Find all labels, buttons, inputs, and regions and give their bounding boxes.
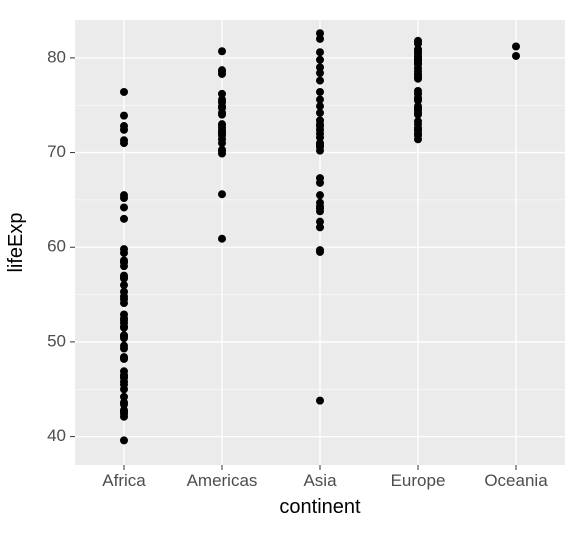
data-point xyxy=(120,191,128,199)
data-point xyxy=(120,310,128,318)
data-point xyxy=(316,77,324,85)
data-point xyxy=(316,116,324,124)
data-point xyxy=(316,63,324,71)
data-point xyxy=(120,203,128,211)
data-point xyxy=(512,43,520,51)
y-tick-label: 70 xyxy=(47,142,66,161)
data-point xyxy=(218,66,226,74)
data-point xyxy=(120,393,128,401)
data-point xyxy=(316,48,324,56)
x-tick-label: Oceania xyxy=(484,471,548,490)
scatter-chart: 40 50 60 70 80 Africa Americas Asia Europe Oceani… xyxy=(0,0,576,537)
data-point xyxy=(316,199,324,207)
data-point xyxy=(120,112,128,120)
data-point xyxy=(316,174,324,182)
data-point xyxy=(316,96,324,104)
data-point xyxy=(218,47,226,55)
y-tick-label: 50 xyxy=(47,331,66,350)
data-point xyxy=(120,272,128,280)
chart-svg: 40 50 60 70 80 Africa Americas Asia Europe Oceani… xyxy=(0,0,576,537)
data-point xyxy=(120,353,128,361)
x-axis-title: continent xyxy=(279,496,361,518)
y-axis-title: lifeExp xyxy=(5,212,27,272)
data-point xyxy=(316,218,324,226)
data-point xyxy=(414,87,422,95)
data-point xyxy=(218,235,226,243)
data-point xyxy=(316,246,324,254)
data-point xyxy=(316,397,324,405)
data-point xyxy=(120,436,128,444)
data-point xyxy=(120,331,128,339)
data-point xyxy=(316,29,324,37)
y-tick-label: 60 xyxy=(47,237,66,256)
x-tick-label: Americas xyxy=(187,471,258,490)
data-point xyxy=(512,52,520,60)
data-point xyxy=(120,215,128,223)
x-tick-label: Europe xyxy=(391,471,446,490)
y-tick-label: 80 xyxy=(47,47,66,66)
data-point xyxy=(218,190,226,198)
data-point xyxy=(120,367,128,375)
data-point xyxy=(414,37,422,45)
data-point xyxy=(120,342,128,350)
data-point xyxy=(316,88,324,96)
data-point xyxy=(218,120,226,128)
data-point xyxy=(120,88,128,96)
data-point xyxy=(120,122,128,130)
data-point xyxy=(120,256,128,264)
y-tick-label: 40 xyxy=(47,426,66,445)
data-point xyxy=(120,136,128,144)
data-point xyxy=(218,90,226,98)
data-point xyxy=(316,56,324,64)
x-tick-label: Africa xyxy=(102,471,146,490)
data-point xyxy=(316,191,324,199)
x-tick-label: Asia xyxy=(303,471,337,490)
data-point xyxy=(120,245,128,253)
